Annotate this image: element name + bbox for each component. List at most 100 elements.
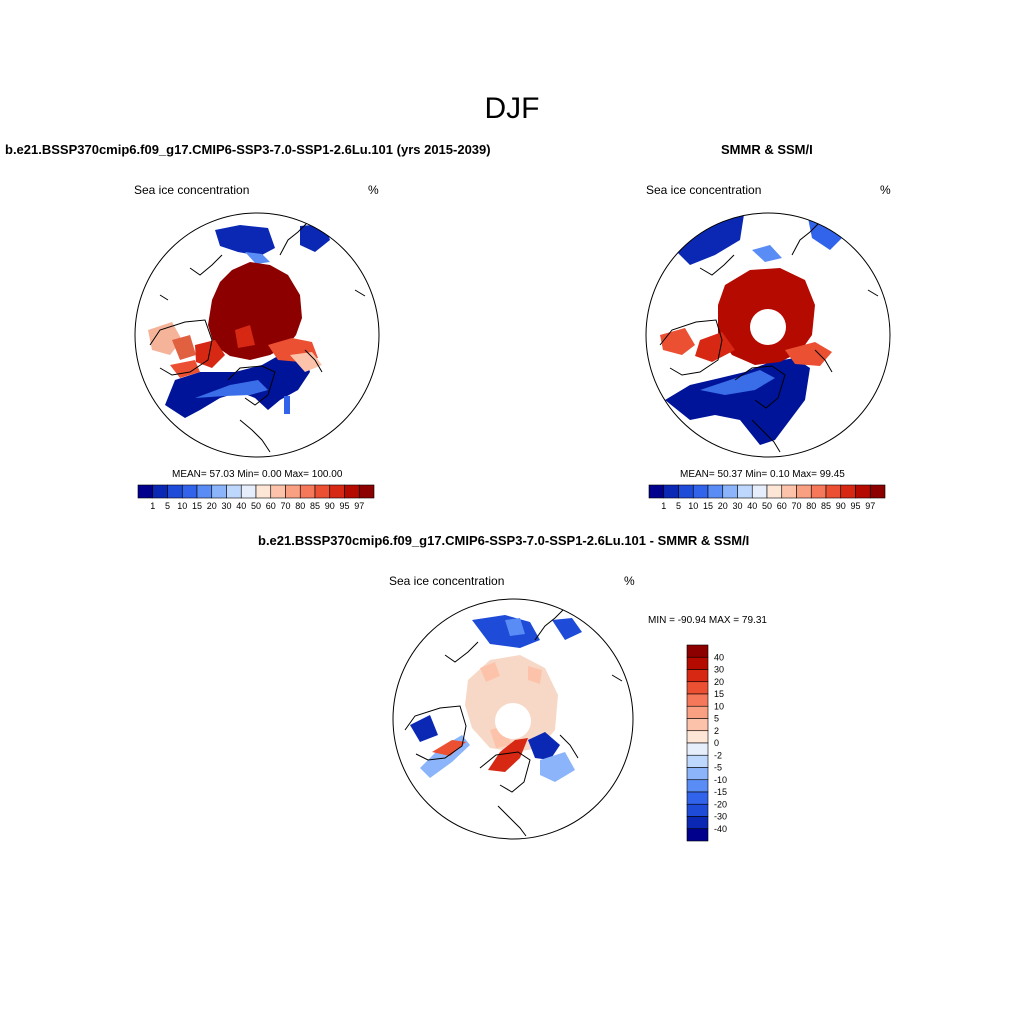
- obs-colorbar-box: [766, 484, 783, 499]
- diff-colorbar-box: [686, 644, 709, 658]
- diff-colorbar-box: [686, 779, 709, 793]
- diff-colorbar-box: [686, 767, 709, 781]
- diff-colorbar-box: [686, 742, 709, 756]
- diff-colorbar-label: 10: [714, 701, 724, 711]
- obs-colorbar-label: 1: [661, 501, 666, 511]
- obs-colorbar-label: 5: [676, 501, 681, 511]
- model-colorbar-box: [299, 484, 316, 499]
- model-colorbar-box: [344, 484, 360, 499]
- diff-units-label: %: [624, 574, 635, 588]
- obs-colorbar-box: [663, 484, 679, 499]
- diff-colorbar-label: -40: [714, 824, 727, 834]
- diff-colorbar-label: -30: [714, 812, 727, 822]
- model-colorbar-box: [226, 484, 242, 499]
- obs-colorbar-box: [707, 484, 724, 499]
- diff-colorbar-box: [686, 754, 709, 768]
- diff-stats: MIN = -90.94 MAX = 79.31: [648, 615, 767, 626]
- obs-colorbar: 1 5 10 15 20 30 40 50 60 70 80 85 90 95 97: [648, 484, 886, 511]
- diff-colorbar-label: 30: [714, 665, 724, 675]
- obs-colorbar-box: [737, 484, 753, 499]
- obs-colorbar-box: [648, 484, 665, 499]
- model-panel-title: b.e21.BSSP370cmip6.f09_g17.CMIP6-SSP3-7.…: [5, 142, 491, 157]
- diff-colorbar-label: -2: [714, 750, 722, 760]
- obs-colorbar-box: [825, 484, 842, 499]
- model-colorbar-label: 97: [354, 501, 364, 511]
- model-colorbar-label: 80: [295, 501, 305, 511]
- diff-colorbar-box: [686, 791, 709, 805]
- obs-colorbar-box: [692, 484, 709, 499]
- diff-colorbar-box: [686, 669, 709, 683]
- model-colorbar-label: 5: [165, 501, 170, 511]
- obs-variable-label: Sea ice concentration: [646, 183, 762, 197]
- bering-sea-region: [215, 225, 275, 256]
- obs-pole-hole: [750, 309, 786, 345]
- model-colorbar-label: 40: [236, 501, 246, 511]
- diff-colorbar-box: [686, 828, 709, 842]
- diff-colorbar-box: [686, 803, 709, 817]
- diff-colorbar-box: [686, 816, 709, 830]
- diff-variable-label: Sea ice concentration: [389, 574, 505, 588]
- model-colorbar-box: [329, 484, 345, 499]
- obs-atlantic-region: [665, 358, 810, 445]
- model-colorbar-label: 30: [221, 501, 231, 511]
- model-colorbar-box: [270, 484, 286, 499]
- model-colorbar-label: 70: [280, 501, 290, 511]
- obs-colorbar-label: 30: [732, 501, 742, 511]
- obs-stats: MEAN= 50.37 Min= 0.10 Max= 99.45: [680, 469, 845, 480]
- diff-colorbar-label: 2: [714, 726, 719, 736]
- diff-panel-title: b.e21.BSSP370cmip6.f09_g17.CMIP6-SSP3-7.…: [258, 533, 750, 548]
- central-arctic-ice: [208, 262, 302, 360]
- obs-colorbar-label: 80: [806, 501, 816, 511]
- diff-colorbar-box: [686, 705, 709, 719]
- diff-colorbar-box: [686, 718, 709, 732]
- diff-colorbar-box: [686, 656, 709, 670]
- obs-colorbar-label: 50: [762, 501, 772, 511]
- model-colorbar-label: 95: [339, 501, 349, 511]
- diff-pacific-negative: [472, 615, 540, 648]
- obs-bering-region: [675, 213, 745, 265]
- obs-colorbar-label: 95: [850, 501, 860, 511]
- obs-colorbar-box: [855, 484, 871, 499]
- model-colorbar-box: [314, 484, 331, 499]
- model-colorbar-box: [285, 484, 301, 499]
- model-colorbar-label: 85: [310, 501, 320, 511]
- model-variable-label: Sea ice concentration: [134, 183, 250, 197]
- obs-colorbar-box: [810, 484, 827, 499]
- model-colorbar-box: [255, 484, 272, 499]
- obs-colorbar-label: 70: [791, 501, 801, 511]
- model-colorbar-box: [167, 484, 183, 499]
- obs-colorbar-label: 10: [688, 501, 698, 511]
- model-colorbar-box: [181, 484, 198, 499]
- diff-pole-hole: [495, 703, 531, 739]
- diff-colorbar-label: 40: [714, 652, 724, 662]
- diff-colorbar-label: 0: [714, 738, 719, 748]
- diff-colorbar-label: -5: [714, 763, 722, 773]
- diff-colorbar-label: -20: [714, 799, 727, 809]
- diff-colorbar-box: [686, 681, 709, 695]
- obs-polar-map: [645, 212, 891, 458]
- obs-colorbar-label: 97: [865, 501, 875, 511]
- obs-colorbar-box: [840, 484, 856, 499]
- diff-colorbar-label: 20: [714, 677, 724, 687]
- model-colorbar-box: [358, 484, 375, 499]
- diff-colorbar-label: -10: [714, 775, 727, 785]
- obs-colorbar-box: [751, 484, 768, 499]
- model-colorbar-box: [240, 484, 257, 499]
- model-colorbar-label: 20: [207, 501, 217, 511]
- model-colorbar-label: 90: [325, 501, 335, 511]
- obs-colorbar-label: 15: [703, 501, 713, 511]
- obs-colorbar-label: 40: [747, 501, 757, 511]
- diff-colorbar-box: [686, 693, 709, 707]
- obs-colorbar-label: 60: [777, 501, 787, 511]
- model-colorbar-box: [137, 484, 154, 499]
- model-polar-map: [134, 212, 380, 458]
- obs-colorbar-label: 20: [718, 501, 728, 511]
- diff-colorbar-label: -15: [714, 787, 727, 797]
- diff-polar-map: [392, 598, 634, 840]
- model-colorbar-label: 50: [251, 501, 261, 511]
- obs-colorbar-box: [781, 484, 797, 499]
- diff-colorbar-label: 15: [714, 689, 724, 699]
- model-colorbar-label: 1: [150, 501, 155, 511]
- obs-colorbar-box: [869, 484, 886, 499]
